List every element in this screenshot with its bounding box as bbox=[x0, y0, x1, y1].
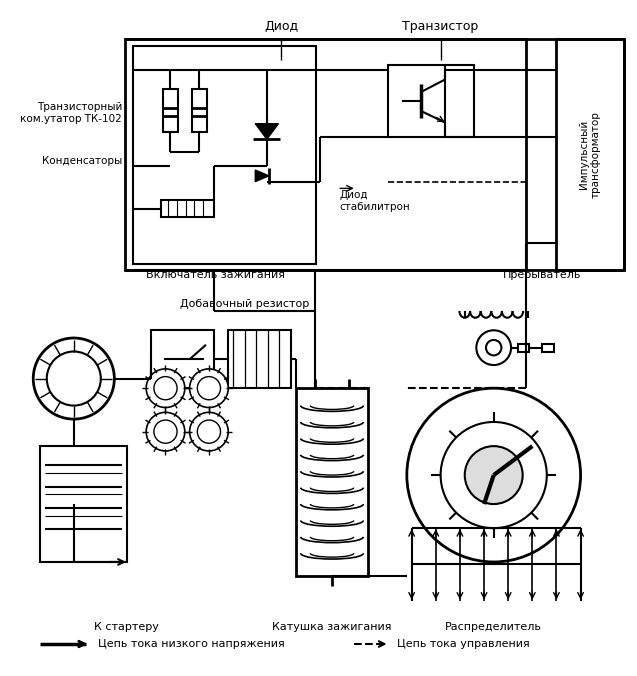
Circle shape bbox=[146, 369, 185, 408]
Text: Импульсный
трансформатор: Импульсный трансформатор bbox=[580, 111, 601, 198]
Bar bbox=[40, 446, 127, 562]
Text: Катушка зажигания: Катушка зажигания bbox=[272, 622, 391, 632]
Bar bbox=[162, 89, 178, 132]
Bar bbox=[557, 39, 624, 270]
Circle shape bbox=[197, 377, 220, 400]
Circle shape bbox=[47, 352, 101, 406]
Circle shape bbox=[33, 338, 114, 419]
Bar bbox=[518, 344, 529, 352]
Circle shape bbox=[197, 420, 220, 443]
Text: Диод: Диод bbox=[264, 20, 298, 33]
Bar bbox=[296, 388, 368, 577]
Text: Транзистор: Транзистор bbox=[403, 20, 479, 33]
Circle shape bbox=[190, 412, 228, 451]
Text: Прерыватель: Прерыватель bbox=[503, 270, 582, 280]
Bar bbox=[228, 331, 291, 388]
Circle shape bbox=[154, 377, 177, 400]
Bar bbox=[387, 65, 475, 137]
Circle shape bbox=[154, 420, 177, 443]
Polygon shape bbox=[255, 124, 278, 139]
Text: К стартеру: К стартеру bbox=[94, 622, 159, 632]
Text: Конденсаторы: Конденсаторы bbox=[42, 156, 122, 166]
Circle shape bbox=[146, 412, 185, 451]
Text: Цепь тока низкого напряжения: Цепь тока низкого напряжения bbox=[98, 639, 285, 649]
Bar bbox=[132, 47, 316, 264]
Text: Транзисторный
ком.утатор ТК-102: Транзисторный ком.утатор ТК-102 bbox=[20, 102, 122, 124]
Bar bbox=[125, 39, 526, 270]
Text: Цепь тока управления: Цепь тока управления bbox=[397, 639, 530, 649]
Bar bbox=[161, 200, 214, 217]
Text: Диод
стабилитрон: Диод стабилитрон bbox=[340, 191, 410, 212]
Circle shape bbox=[486, 340, 501, 356]
Circle shape bbox=[476, 331, 511, 365]
Circle shape bbox=[465, 446, 523, 504]
Polygon shape bbox=[255, 170, 269, 182]
Circle shape bbox=[190, 369, 228, 408]
Bar bbox=[542, 344, 554, 352]
Circle shape bbox=[407, 388, 580, 562]
Circle shape bbox=[441, 422, 547, 528]
Text: Добавочный резистор: Добавочный резистор bbox=[180, 299, 309, 309]
Bar bbox=[151, 331, 214, 388]
Text: Включатель зажигания: Включатель зажигания bbox=[146, 270, 285, 280]
Bar bbox=[192, 89, 207, 132]
Text: Распределитель: Распределитель bbox=[445, 622, 542, 632]
